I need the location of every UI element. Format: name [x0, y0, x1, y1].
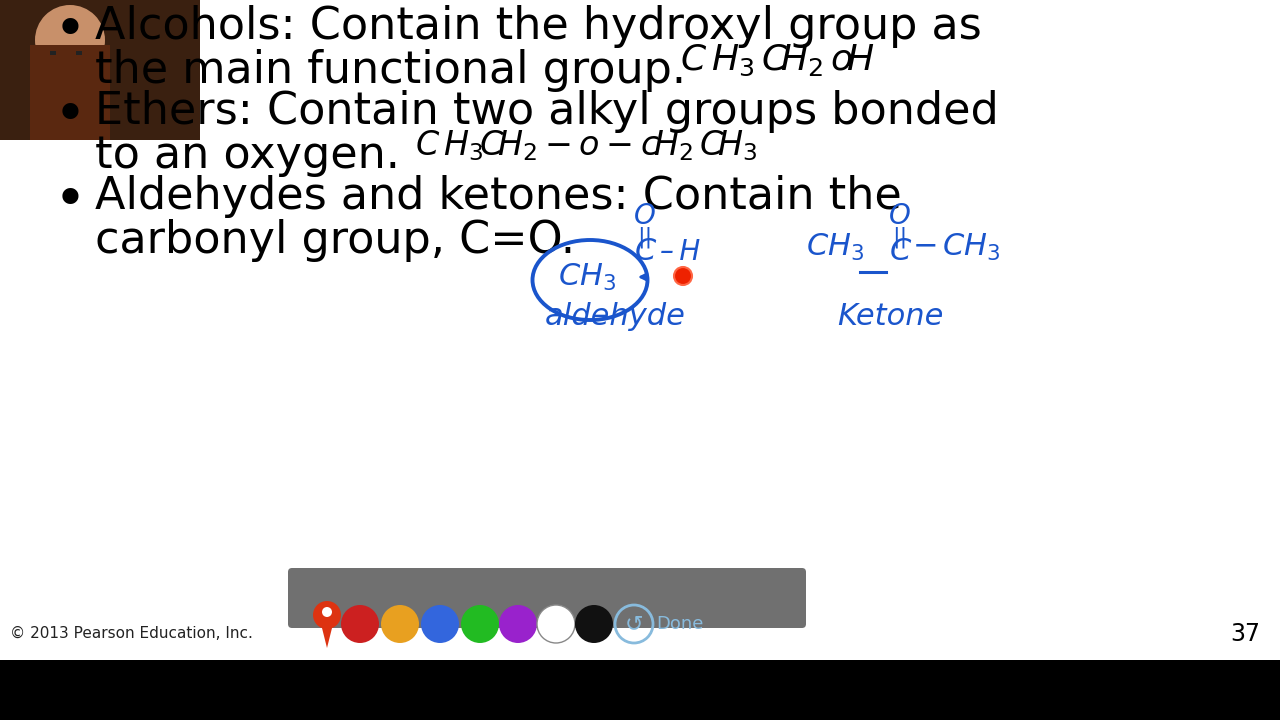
Text: ||: || — [637, 227, 653, 248]
Polygon shape — [321, 624, 333, 648]
Text: Alcohols: Contain the hydroxyl group as: Alcohols: Contain the hydroxyl group as — [95, 5, 982, 48]
Circle shape — [35, 5, 105, 75]
Bar — [76, 51, 82, 55]
Text: © 2013 Pearson Education, Inc.: © 2013 Pearson Education, Inc. — [10, 626, 253, 642]
Text: 37: 37 — [1230, 622, 1260, 646]
Circle shape — [421, 605, 460, 643]
Circle shape — [381, 605, 419, 643]
Text: •: • — [54, 5, 87, 59]
Bar — [0, 660, 1280, 720]
Text: $\mathit{C\,H_3\!C\!H_2-o-c\!H_2\,C\!H_3}$: $\mathit{C\,H_3\!C\!H_2-o-c\!H_2\,C\!H_3… — [415, 128, 758, 163]
Text: $CH_3$: $CH_3$ — [558, 261, 616, 292]
Text: Ketone: Ketone — [837, 302, 943, 331]
Text: •: • — [54, 90, 87, 144]
Text: •: • — [54, 175, 87, 229]
Circle shape — [575, 605, 613, 643]
Text: C: C — [890, 237, 910, 266]
Circle shape — [340, 605, 379, 643]
Circle shape — [461, 605, 499, 643]
Text: ↺: ↺ — [625, 614, 644, 634]
Bar — [50, 51, 56, 55]
Text: ||: || — [892, 227, 908, 248]
Text: $CH_3$: $CH_3$ — [806, 232, 864, 263]
Text: Done: Done — [657, 615, 704, 633]
Text: to an oxygen.: to an oxygen. — [95, 134, 399, 177]
Circle shape — [538, 605, 575, 643]
Circle shape — [323, 607, 332, 617]
Text: Aldehydes and ketones: Contain the: Aldehydes and ketones: Contain the — [95, 175, 901, 218]
Text: $\mathit{C\,H_3\,C\!H_2\,o\!H}$: $\mathit{C\,H_3\,C\!H_2\,o\!H}$ — [680, 43, 876, 78]
Circle shape — [314, 601, 340, 629]
Text: – H: – H — [660, 238, 700, 266]
Text: C: C — [635, 237, 655, 266]
Text: the main functional group.: the main functional group. — [95, 49, 686, 92]
Text: O: O — [890, 202, 911, 230]
Circle shape — [499, 605, 538, 643]
Bar — [0, 0, 200, 140]
Text: carbonyl group, C=O.: carbonyl group, C=O. — [95, 219, 575, 262]
Circle shape — [675, 267, 692, 285]
Text: aldehyde: aldehyde — [544, 302, 685, 331]
Bar — [29, 45, 110, 140]
FancyBboxPatch shape — [288, 568, 806, 628]
Text: Ethers: Contain two alkyl groups bonded: Ethers: Contain two alkyl groups bonded — [95, 90, 998, 133]
Text: O: O — [634, 202, 655, 230]
Text: $-\,CH_3$: $-\,CH_3$ — [911, 232, 1001, 263]
